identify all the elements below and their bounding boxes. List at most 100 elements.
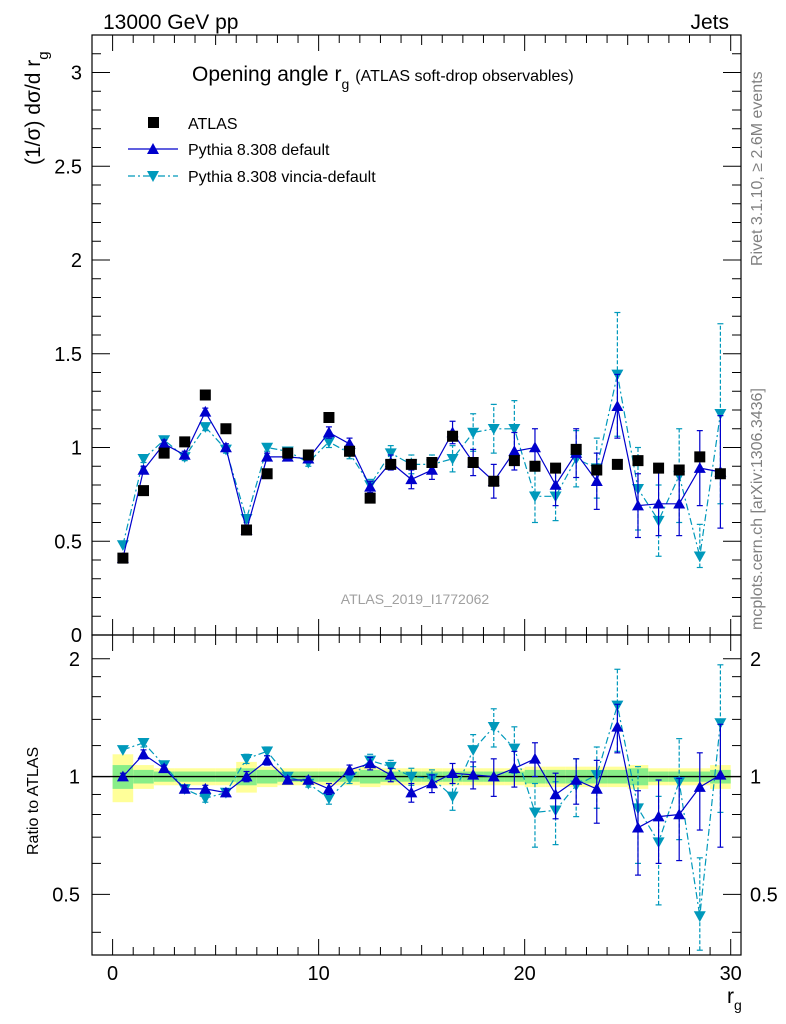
top-vincia-point [384,448,397,460]
y-label-top-text: (1/σ) dσ/d r [22,60,45,165]
y-tick-label-ratio-right: 2 [750,649,761,671]
top-vincia-point [693,551,706,563]
chart-title: Opening angle rg (ATLAS soft-drop observa… [192,63,574,92]
top-default-point [158,437,171,449]
top-vincia-point [528,491,541,503]
ratio-default-point [652,810,665,822]
top-atlas-point [694,451,706,463]
category-label: Jets [690,11,729,34]
x-tick-label: 10 [308,963,330,985]
top-default-point [137,464,150,475]
top-default-point [405,473,418,485]
top-atlas-point [344,445,356,457]
top-atlas-point [261,468,273,480]
ratio-default-point [611,720,624,732]
ratio-default-point [137,748,150,760]
top-default-point [528,441,541,453]
x-tick-label: 30 [720,963,742,985]
ratio-default-point [446,767,459,779]
top-default-point [652,497,665,509]
top-atlas-point [508,455,520,467]
top-vincia-point [508,423,521,435]
ratio-vincia-point [240,754,253,765]
top-atlas-point [570,443,582,455]
ratio-default-point [467,768,480,780]
top-atlas-point [591,464,603,476]
top-atlas-point [241,524,253,536]
ratio-vincia-point [199,793,212,805]
title-main: Opening angle r [192,63,341,86]
top-default-point [693,462,706,473]
top-vincia-point [261,442,274,454]
ratio-uncertainty-bands [92,754,741,803]
ratio-default-point [240,770,253,782]
top-default-point [590,475,603,487]
ratio-vincia-point [322,793,335,805]
top-atlas-point [447,430,459,442]
top-vincia-point [714,408,727,420]
top-default-point [611,400,624,412]
top-atlas-point [117,552,129,564]
top-default-point [631,499,644,511]
ratio-vincia-point [528,807,541,819]
top-default-point [673,497,686,509]
legend-label-pythia-default: Pythia 8.308 default [188,142,330,159]
ratio-vincia-point [137,737,150,749]
x-tick-label: 0 [107,963,118,985]
ratio-vincia-point [261,746,274,758]
ratio-vincia-point [343,773,356,785]
top-default-line [122,406,721,559]
ratio-vincia-point [384,761,397,773]
top-atlas-point [673,464,685,476]
ratio-vincia-point [714,718,727,730]
y-tick-label-top: 3 [71,63,82,85]
mcplots-label: mcplots.cern.ch [arXiv:1306.3436] [749,388,766,630]
top-atlas-point [158,447,170,459]
ratio-default-point [116,770,129,782]
x-tick-label: 20 [514,963,536,985]
ratio-default-point [281,773,294,785]
top-vincia-point [487,423,500,435]
ratio-default-point [673,808,686,820]
y-tick-label-ratio-left: 2 [69,649,80,671]
y-tick-label-ratio-right: 1 [750,767,761,789]
ratio-default-point [302,773,315,785]
top-vincia-line [122,374,721,557]
ratio-default-point [384,768,397,780]
top-atlas-point [220,423,232,435]
x-axis-label: rg [727,985,742,1013]
top-atlas-point [653,462,665,474]
y-tick-label-top: 2.5 [54,156,82,178]
top-atlas-point [467,457,479,468]
ratio-vincia-point [446,791,459,803]
y-axis-label-ratio: Ratio to ATLAS [25,747,42,855]
ratio-vincia-line [122,705,721,917]
ratio-panel-frame [91,634,742,956]
top-default-point [261,450,274,462]
axes-layer: 0 10 20 30 0 0.5 1 1.5 2 2.5 3 0.5 0.5 1 1 2 2 [52,34,778,985]
top-atlas-point [405,458,417,470]
top-atlas-point [529,460,541,472]
top-atlas-point [714,468,726,480]
top-atlas-point [426,457,438,468]
top-atlas-point [632,455,644,467]
y-tick-label-ratio-right: 0.5 [750,884,778,906]
y-tick-label-ratio-left: 1 [69,767,80,789]
y-tick-label-top: 0.5 [54,531,82,553]
legend-label-pythia-vincia: Pythia 8.308 vincia-default [188,169,376,186]
title-paren: (ATLAS soft-drop observables) [355,68,573,85]
ratio-vincia-point [693,911,706,923]
ratio-vincia-point [116,745,129,756]
top-atlas-point [364,492,376,504]
ratio-vincia-point [467,745,480,756]
ratio-default-point [405,786,418,798]
y-tick-label-top: 0 [71,625,82,647]
top-default-point [425,464,438,475]
y-tick-label-ratio-left: 0.5 [52,884,80,906]
ratio-default-point [364,757,377,769]
ratio-default-point [631,821,644,833]
ratio-default-point [158,762,171,774]
ratio-default-point [549,788,562,800]
x-label-sub: g [734,997,742,1013]
ratio-default-point [343,763,356,775]
